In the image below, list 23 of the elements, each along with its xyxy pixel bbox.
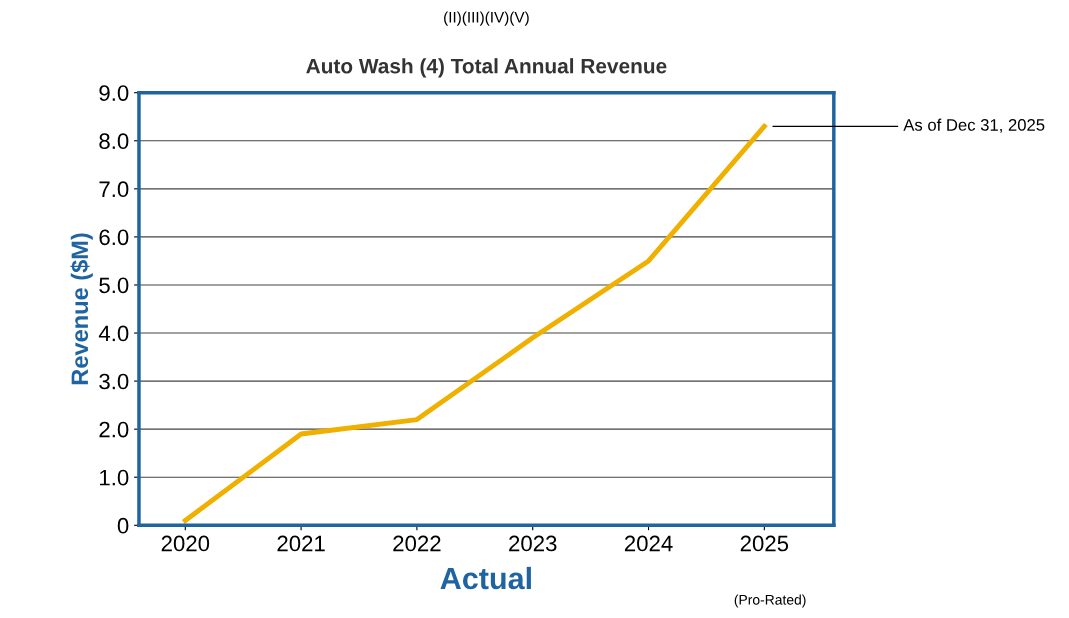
x-tick-label: 2021 [277, 535, 325, 552]
x-axis-title: Actual [440, 566, 531, 590]
y-tick-label: 0 [117, 517, 129, 534]
y-tick-label: 6.0 [99, 229, 129, 246]
y-tick-label: 1.0 [100, 469, 129, 486]
chart-title: Auto Wash (4) Total Annual Revenue [306, 58, 667, 78]
x-tick-label: 2024 [624, 535, 673, 552]
x-tick-label: 2022 [393, 535, 441, 552]
y-tick-label: 2.0 [99, 421, 129, 438]
annotation: As of Dec 31, 2025 [903, 118, 1045, 133]
y-tick-label: 8.0 [99, 133, 129, 150]
line-series [182, 123, 767, 523]
x-tick-label: 2023 [509, 535, 557, 552]
y-tick-label: 4.0 [98, 325, 129, 342]
y-tick-label: 7.0 [99, 181, 129, 198]
chart-subtitle: (II)(III)(IV)(V) [444, 11, 529, 26]
y-tick-label: 5.0 [99, 277, 129, 294]
y-tick-label: 3.0 [99, 373, 129, 390]
y-tick-label: 9.0 [99, 85, 129, 101]
y-axis-title: Revenue ($M) [70, 233, 93, 385]
x-tick-label: 2025 [740, 535, 789, 552]
text: (Pro-Rated) [734, 594, 806, 608]
x-tick-label: 2020 [161, 535, 210, 552]
